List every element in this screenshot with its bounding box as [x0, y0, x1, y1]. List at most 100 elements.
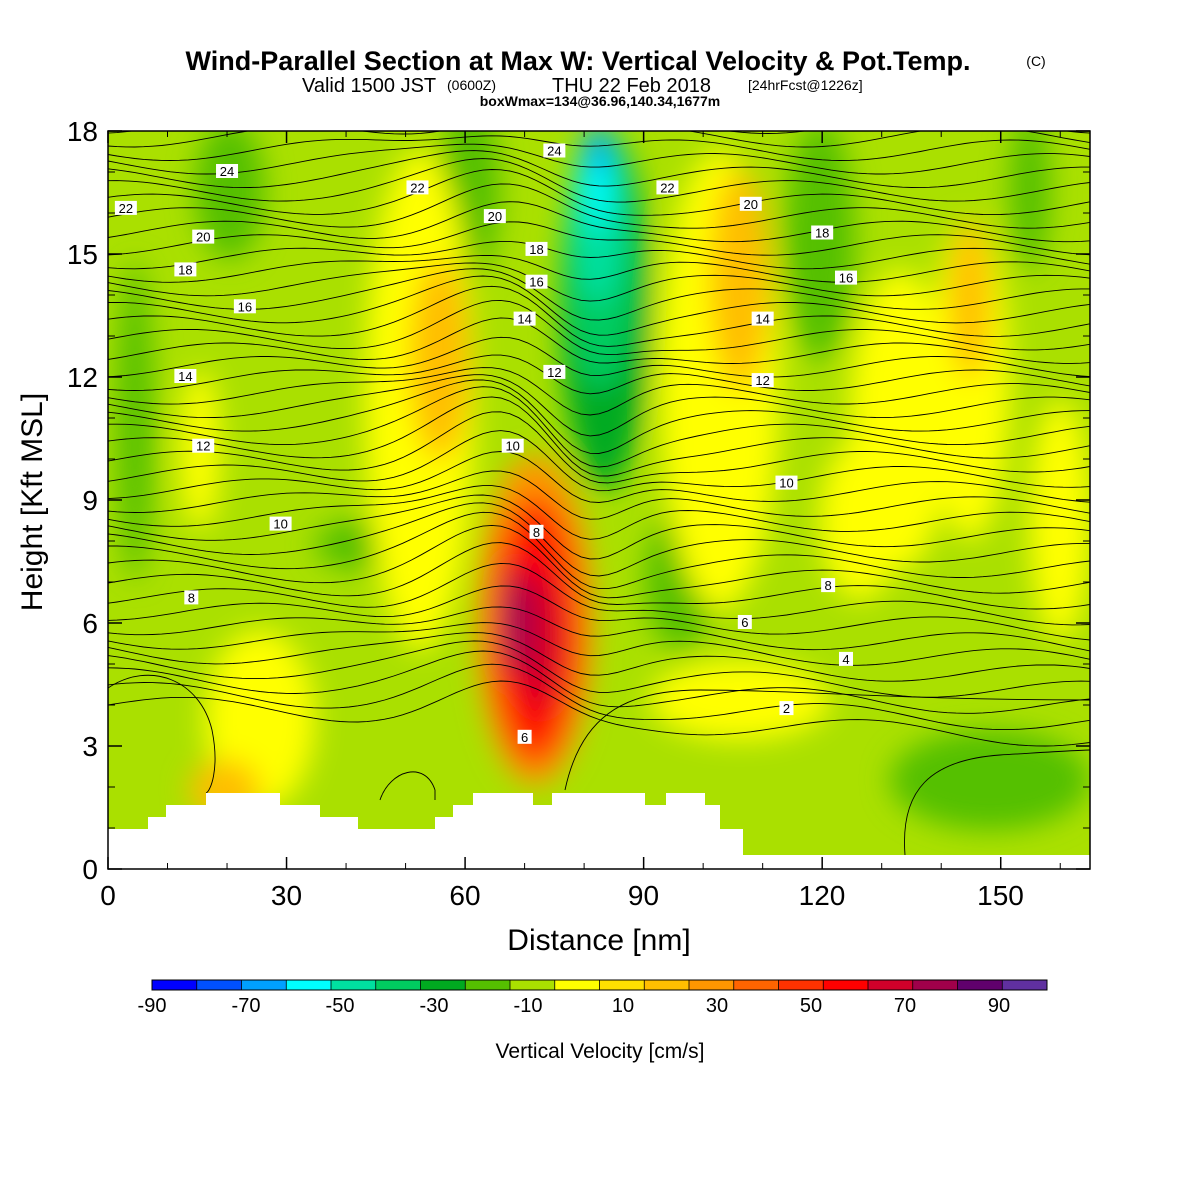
colorbar: -90 -70 -50 -30 -10 10 30 50 70 90 Verti…	[138, 979, 1048, 1063]
contour-label: 14	[178, 369, 192, 384]
colorbar-tick-label: -30	[420, 995, 449, 1017]
contour-label: 8	[188, 590, 195, 605]
subtitle-date: THU 22 Feb 2018	[552, 75, 711, 97]
colorbar-tick-label: 30	[706, 995, 728, 1017]
isentrope-line	[108, 674, 216, 794]
y-axis-label: Height [Kft MSL]	[16, 393, 49, 611]
contour-label-box	[529, 524, 544, 539]
contour-label: 22	[660, 180, 674, 195]
plot-area: 2422201816141210822202418161412108622201…	[108, 131, 1090, 869]
x-tick-label: 0	[100, 880, 116, 911]
contour-label: 10	[505, 439, 519, 454]
colorbar-tick-label: 90	[988, 995, 1010, 1017]
colorbar-cell	[152, 980, 197, 990]
colorbar-cell	[241, 980, 287, 990]
colorbar-cell	[689, 980, 734, 990]
contour-label-box	[114, 200, 137, 215]
copyright-mark: (C)	[1026, 53, 1045, 69]
colorbar-tick-label: -50	[326, 995, 355, 1017]
colorbar-tick-label: 70	[894, 995, 916, 1017]
subtitle-zulu: (0600Z)	[447, 77, 496, 93]
isentrope-line	[108, 158, 1090, 203]
contour-label: 20	[488, 209, 502, 224]
x-tick-label: 150	[977, 880, 1024, 911]
contour-label: 12	[547, 365, 561, 380]
isentrope-line	[108, 585, 1090, 641]
contour-label: 8	[825, 578, 832, 593]
isentrope-line	[108, 379, 1090, 454]
colorbar-cell	[912, 980, 958, 990]
isentrope-line	[904, 749, 1090, 856]
chart-title: Wind-Parallel Section at Max W: Vertical…	[186, 46, 971, 76]
isentrope-line	[108, 396, 1090, 477]
contour-label-box	[834, 270, 857, 285]
isentrope-line	[108, 622, 1090, 666]
isentrope-line	[108, 632, 1090, 682]
isentrope-line	[108, 254, 1090, 283]
y-tick-label: 12	[67, 362, 98, 393]
isentrope-line	[108, 354, 1090, 395]
contour-label-box	[775, 475, 798, 490]
contour-label-box	[525, 274, 548, 289]
isentropes	[108, 131, 1090, 856]
colorbar-cell	[286, 980, 331, 990]
contour-label: 22	[410, 180, 424, 195]
contour-label: 14	[517, 312, 531, 327]
isentrope-line	[108, 451, 1090, 503]
y-tick-labels: 0 3 6 9 12 15 18	[67, 116, 98, 885]
isentrope-line	[108, 285, 1090, 347]
x-tick-label: 30	[271, 880, 302, 911]
colorbar-cell	[1002, 980, 1047, 990]
isentrope-line	[108, 336, 1090, 378]
contour-label-box	[737, 615, 752, 629]
isentrope-line	[108, 386, 1090, 468]
contour-label: 8	[533, 525, 540, 540]
contour-label-box	[513, 311, 536, 326]
isentrope-line	[108, 317, 1090, 364]
isentrope-line	[108, 201, 1090, 243]
colorbar-cell	[823, 980, 868, 990]
colorbar-cell	[644, 980, 689, 990]
isentrope-line	[108, 374, 1090, 437]
isentrope-line	[108, 411, 1090, 484]
colorbar-cell	[465, 980, 510, 990]
isentrope-line	[108, 562, 1090, 626]
x-axis-label: Distance [nm]	[507, 924, 690, 957]
colorbar-tick-label: -10	[514, 995, 543, 1017]
colorbar-cell	[510, 980, 555, 990]
isentrope-line	[108, 240, 1090, 270]
subtitle-valid: Valid 1500 JST	[302, 75, 436, 97]
contour-label-box	[269, 516, 292, 531]
contour-label: 16	[529, 275, 543, 290]
contour-label-box	[192, 229, 215, 244]
y-tick-label: 0	[82, 854, 98, 885]
isentrope-line	[108, 150, 1090, 189]
contour-label-box	[216, 164, 239, 178]
box-info: boxWmax=134@36.96,140.34,1677m	[480, 93, 721, 109]
colorbar-cells	[152, 980, 1047, 990]
contour-labels: 2422201816141210822202418161412108622201…	[114, 143, 857, 745]
contour-label-box	[811, 225, 834, 240]
contour-label-box	[184, 590, 199, 605]
isentrope-line	[108, 143, 1090, 175]
contour-label-box	[483, 209, 506, 224]
y-tick-label: 15	[67, 239, 98, 270]
subtitle-forecast: [24hrFcst@1226z]	[748, 77, 863, 93]
contour-label: 16	[238, 299, 252, 314]
isentrope-line	[108, 494, 1090, 560]
isentrope-line	[108, 221, 1090, 256]
terrain	[108, 793, 1090, 869]
contour-label-box	[501, 438, 524, 453]
y-tick-label: 18	[67, 116, 98, 147]
colorbar-cell	[599, 980, 645, 990]
colorbar-label: Vertical Velocity [cm/s]	[496, 1040, 705, 1063]
contour-label: 16	[839, 271, 853, 286]
colorbar-cell	[331, 980, 376, 990]
isentrope-line	[108, 275, 1090, 336]
isentrope-line	[108, 262, 1090, 302]
colorbar-tick-label: 10	[612, 995, 634, 1017]
colorbar-cell	[420, 980, 466, 990]
contour-label-box	[233, 299, 256, 314]
x-tick-label: 120	[799, 880, 846, 911]
colorbar-tick-labels: -90 -70 -50 -30 -10 10 30 50 70 90	[138, 995, 1011, 1017]
